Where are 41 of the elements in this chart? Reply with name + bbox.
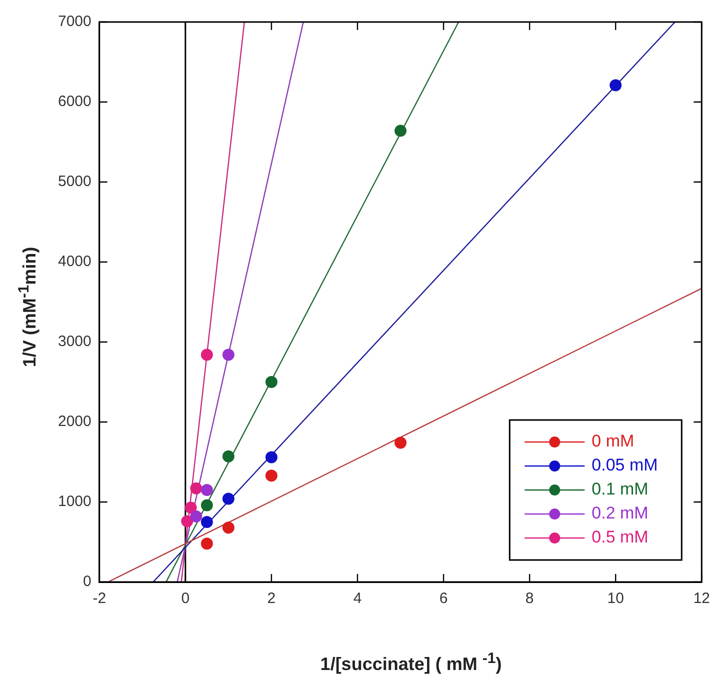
point (181, 515, 194, 528)
point (394, 124, 407, 137)
y-tick-label: 3000 (58, 333, 92, 350)
x-tick-label: 10 (607, 590, 624, 608)
x-tick-label: 8 (525, 590, 534, 608)
legend-label: 0 mM (592, 432, 634, 451)
x-tick-label: 2 (267, 590, 276, 608)
point (200, 484, 213, 496)
legend-label: 0.1 mM (592, 480, 648, 499)
x-tick-label: -2 (92, 590, 106, 608)
x-tick-label: 4 (353, 590, 362, 608)
y-tick-label: 1000 (58, 493, 92, 510)
point (222, 492, 234, 505)
y-tick-label: 2000 (58, 413, 92, 430)
point (265, 470, 278, 482)
point (265, 376, 278, 388)
y-tick-label: 0 (83, 573, 92, 590)
x-axis-title: 1/[succinate] ( mM $^{-1}$) (320, 650, 502, 675)
point (200, 348, 213, 361)
legend-label: 0.05 mM (592, 456, 658, 475)
point (394, 436, 407, 449)
point (610, 79, 622, 92)
x-tick-label: 12 (693, 590, 710, 608)
y-tick-label: 4000 (58, 253, 92, 270)
point (190, 510, 202, 522)
x-tick-label: 0 (181, 590, 190, 608)
point (200, 499, 213, 512)
legend-label: 0.5 mM (592, 528, 648, 547)
point (184, 502, 197, 514)
y-tick-label: 5000 (58, 173, 92, 190)
point (222, 450, 234, 462)
x-tick-label: 6 (439, 590, 448, 608)
point (200, 516, 213, 528)
point (265, 451, 278, 464)
legend-label: 0.2 mM (592, 504, 648, 523)
point (222, 522, 234, 534)
point (222, 348, 234, 361)
point (190, 482, 202, 494)
y-tick-label: 7000 (58, 13, 92, 30)
point (200, 538, 213, 550)
y-tick-label: 6000 (58, 93, 92, 110)
